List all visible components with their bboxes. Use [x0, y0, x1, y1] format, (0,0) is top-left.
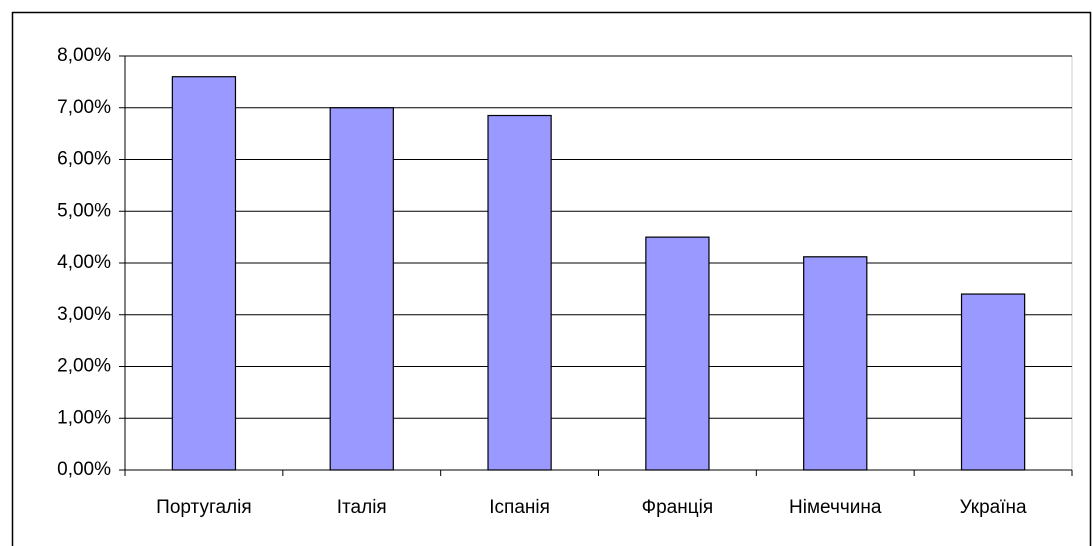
y-tick-label: 6,00% — [57, 149, 111, 170]
bar — [645, 236, 710, 471]
bar — [960, 293, 1026, 471]
y-tick-label: 4,00% — [57, 252, 111, 273]
x-tick-label: Франція — [642, 497, 713, 518]
bar — [329, 107, 394, 471]
x-tick-label: Іспанія — [489, 497, 550, 518]
bar — [803, 256, 868, 471]
x-tick-label: Італія — [337, 497, 387, 518]
y-tick-label: 7,00% — [57, 97, 111, 118]
y-tick-label: 5,00% — [57, 200, 111, 221]
bar — [487, 114, 552, 471]
y-tick-label: 3,00% — [57, 304, 111, 325]
bar — [171, 76, 237, 471]
y-tick-label: 2,00% — [57, 356, 111, 377]
y-tick-label: 8,00% — [57, 45, 111, 66]
x-tick-label: Німеччина — [789, 497, 882, 518]
x-tick-label: Україна — [960, 497, 1027, 518]
y-tick-label: 0,00% — [57, 459, 111, 480]
y-tick-label: 1,00% — [57, 407, 111, 428]
x-tick-label: Португалія — [156, 497, 251, 518]
